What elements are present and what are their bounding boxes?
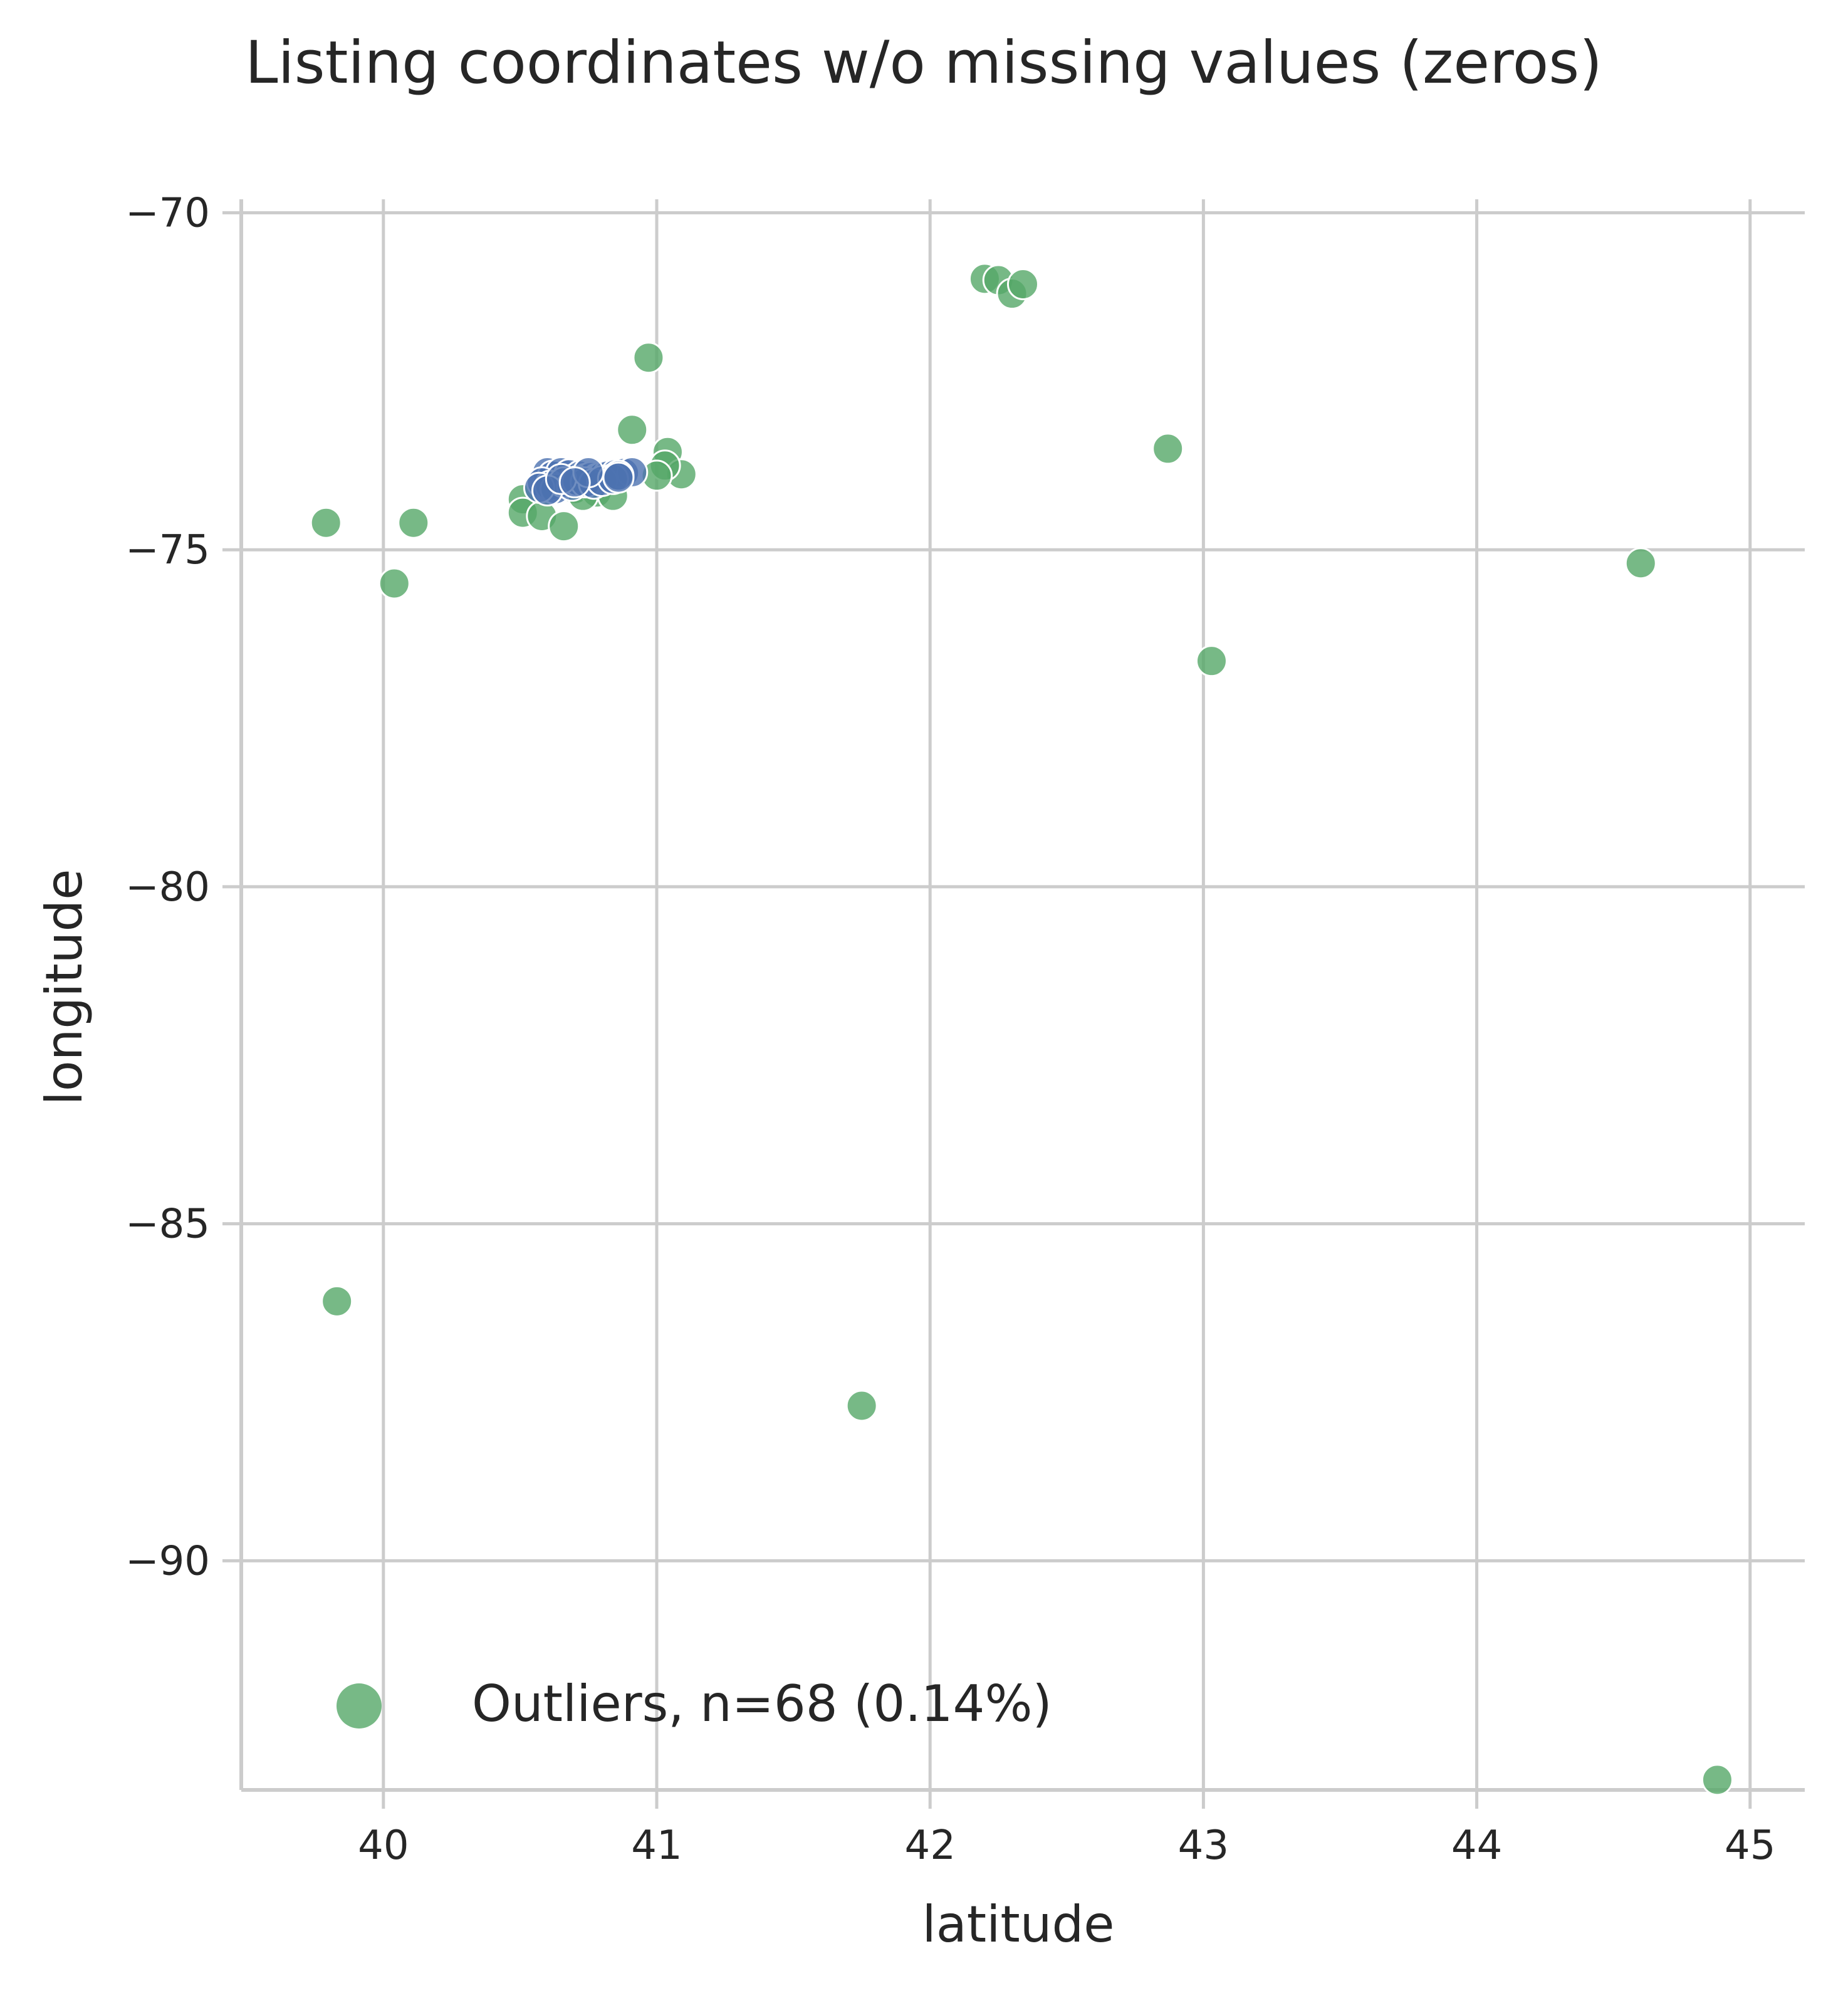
outlier-point <box>1701 1764 1733 1796</box>
grid-lines <box>241 199 1805 1790</box>
listing-point <box>558 466 591 499</box>
data-points <box>310 263 1733 1796</box>
x-axis-label: latitude <box>922 1895 1115 1954</box>
x-tick-label: 44 <box>1451 1823 1502 1869</box>
x-tick-label: 40 <box>358 1823 409 1869</box>
chart-title: Listing coordinates w/o missing values (… <box>245 29 1602 97</box>
outlier-point <box>1195 645 1228 677</box>
y-tick-label: −75 <box>125 527 210 573</box>
axes <box>222 199 1805 1809</box>
outlier-point <box>548 510 580 543</box>
y-axis-label: longitude <box>35 869 93 1106</box>
x-tick-label: 43 <box>1178 1823 1229 1869</box>
y-tick-label: −70 <box>125 191 210 237</box>
y-tick-label: −85 <box>125 1201 210 1248</box>
listing-point <box>602 461 635 494</box>
legend: Outliers, n=68 (0.14%) <box>337 1675 1052 1733</box>
outlier-point <box>845 1389 878 1422</box>
outlier-point <box>632 342 665 374</box>
x-tick-label: 42 <box>904 1823 955 1869</box>
outlier-point <box>378 567 410 600</box>
y-tick-labels: −70 −75 −80 −85 −90 <box>125 191 210 1585</box>
y-tick-label: −90 <box>125 1538 210 1584</box>
legend-marker <box>337 1683 382 1729</box>
y-tick-label: −80 <box>125 864 210 911</box>
x-tick-label: 45 <box>1725 1823 1775 1869</box>
x-tick-label: 41 <box>631 1823 682 1869</box>
x-tick-labels: 40 41 42 43 44 45 <box>358 1823 1775 1869</box>
outlier-point <box>1152 432 1184 465</box>
outlier-point <box>616 414 649 446</box>
outlier-point <box>321 1285 353 1317</box>
legend-label: Outliers, n=68 (0.14%) <box>472 1675 1052 1733</box>
outlier-point <box>397 506 430 539</box>
outlier-point <box>310 506 342 539</box>
outlier-point <box>1624 547 1657 580</box>
outlier-point <box>1007 268 1039 301</box>
